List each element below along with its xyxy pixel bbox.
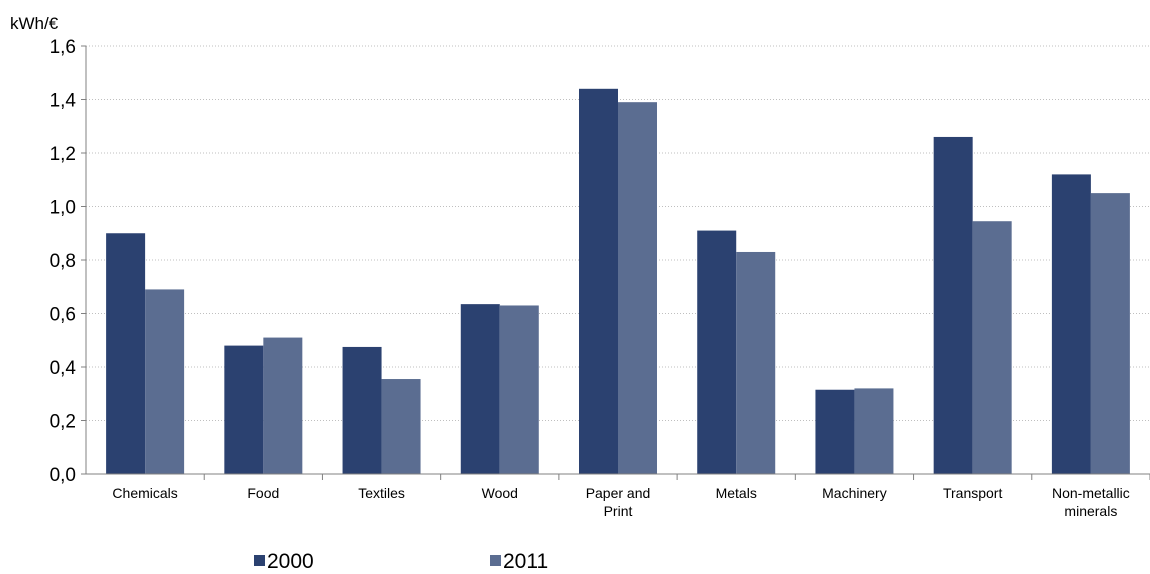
- bar-2011-3: [499, 305, 539, 474]
- bar-2000-7: [933, 136, 973, 474]
- y-tick-label: 0,6: [50, 305, 76, 326]
- y-tick-label: 0,4: [50, 358, 77, 379]
- bar-2000-0: [106, 233, 146, 474]
- legend-label-2011: 2011: [503, 550, 548, 573]
- y-tick-label: 0,0: [50, 465, 76, 486]
- bar-2011-2: [381, 379, 421, 474]
- bar-2000-5: [697, 230, 737, 474]
- y-axis-unit-label: kWh/€: [10, 14, 59, 33]
- legend-label-2000: 2000: [267, 550, 314, 573]
- y-tick-label: 1,6: [50, 37, 76, 58]
- bar-2011-7: [972, 221, 1012, 474]
- y-tick-label: 0,2: [50, 412, 76, 433]
- y-tick-label: 1,4: [50, 91, 77, 112]
- x-category-label: Machinery: [822, 485, 887, 501]
- y-tick-label: 1,0: [50, 198, 76, 219]
- bar-2000-1: [224, 345, 264, 474]
- x-category-label: Wood: [482, 485, 518, 501]
- x-category-label: Non-metallic minerals: [1052, 485, 1130, 519]
- bar-2000-8: [1051, 174, 1091, 474]
- bar-2011-1: [263, 337, 303, 474]
- x-category-label: Transport: [943, 485, 1003, 501]
- legend-swatch-2011: [490, 555, 501, 566]
- x-category-label: Paper and Print: [586, 485, 651, 519]
- bar-2011-5: [736, 251, 776, 474]
- legend: 2000 2011: [254, 550, 548, 573]
- axes: [81, 45, 1150, 480]
- x-category-label: Chemicals: [112, 485, 177, 501]
- bar-2000-2: [342, 346, 382, 474]
- bar-2011-4: [618, 102, 657, 475]
- bar-2000-6: [815, 389, 855, 474]
- x-category-label: Textiles: [358, 485, 405, 501]
- x-category-label: Food: [247, 485, 279, 501]
- bar-2011-0: [145, 289, 185, 474]
- bar-2000-4: [579, 88, 618, 475]
- bar-2000-3: [460, 304, 500, 474]
- x-category-label: Metals: [716, 485, 757, 501]
- x-category-labels: Chemicals Food Textiles Wood Paper and Print M…: [112, 485, 1129, 519]
- bar-2011-6: [854, 388, 894, 474]
- bars: [106, 88, 1130, 475]
- y-tick-label: 0,8: [50, 251, 76, 272]
- legend-swatch-2000: [254, 555, 265, 566]
- y-tick-labels: 0,0 0,2 0,4 0,6 0,8 1,0 1,2 1,4 1,6: [50, 37, 77, 486]
- bar-2011-8: [1090, 193, 1130, 474]
- y-tick-label: 1,2: [50, 144, 76, 165]
